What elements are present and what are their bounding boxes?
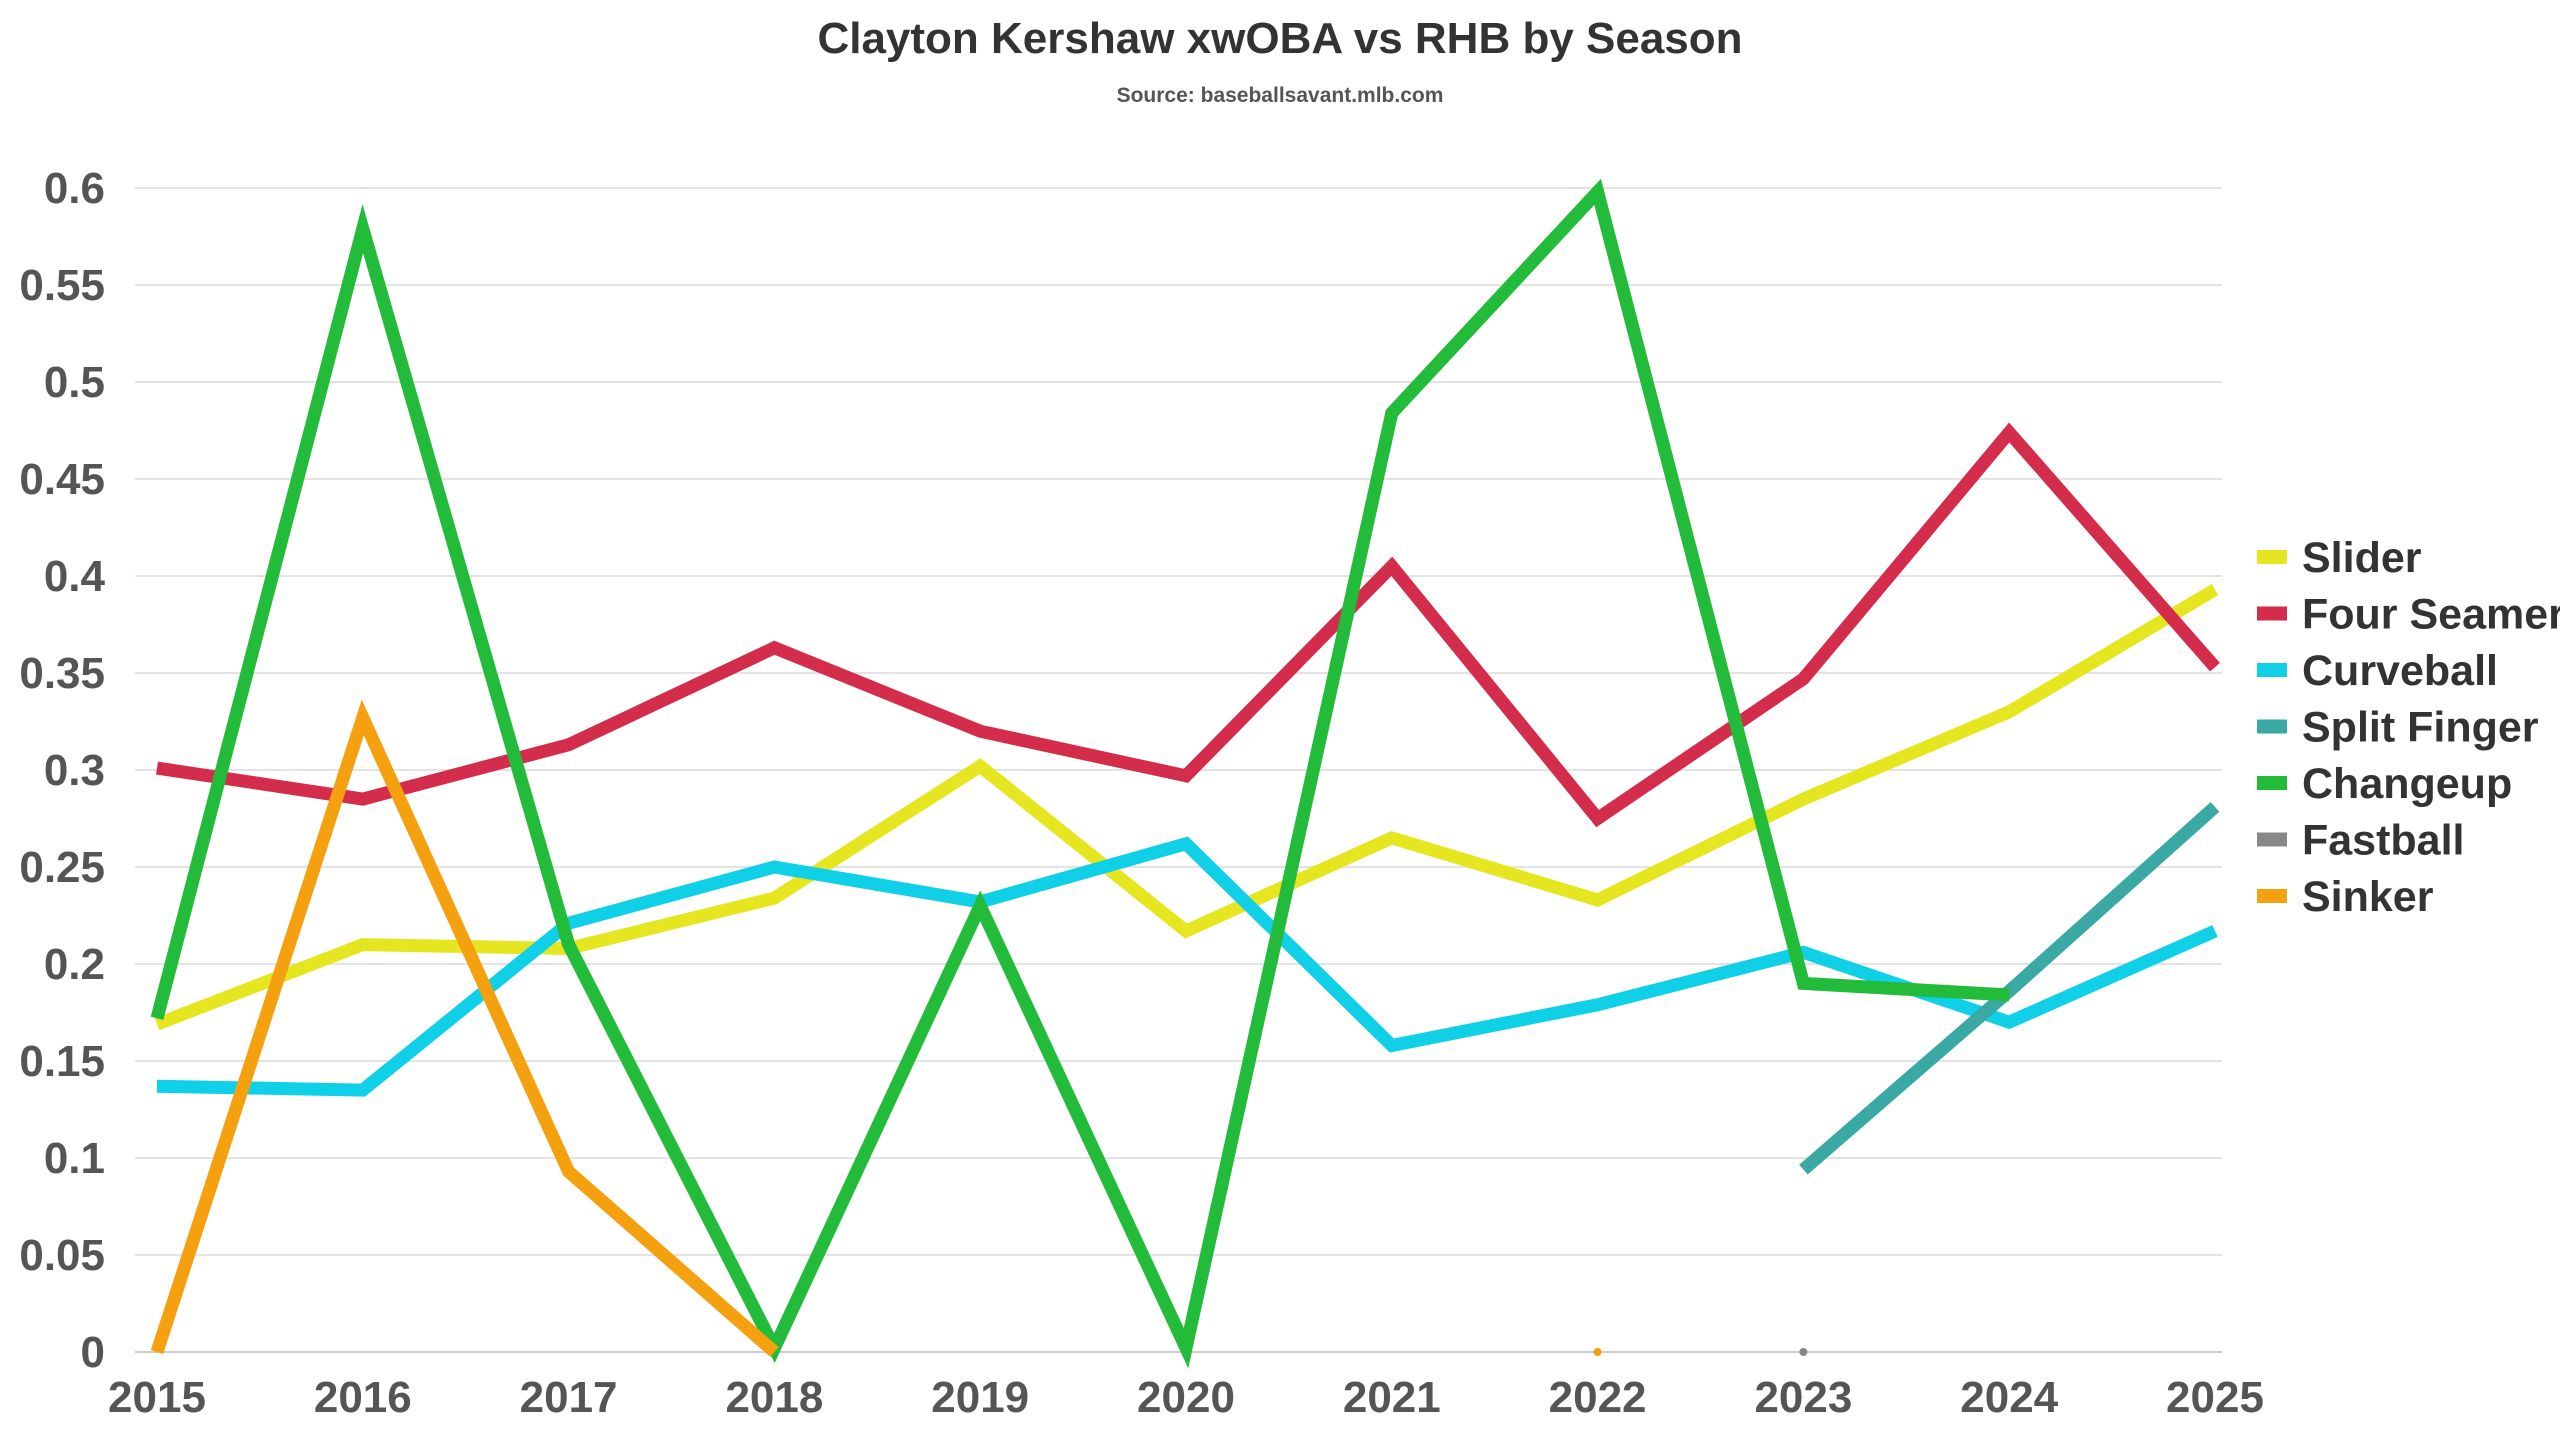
series-curveball [156,836,2218,1097]
legend-label: Sinker [2302,873,2434,921]
legend-label: Changeup [2302,760,2512,808]
x-tick-label: 2019 [931,1373,1029,1422]
series-fastball [1799,1348,1808,1356]
y-tick-label: 0.2 [44,940,105,989]
legend-swatch [2257,776,2287,790]
y-tick-label: 0 [81,1328,105,1377]
series-line [150,178,2010,1369]
series-line [154,583,2219,1031]
y-tick-label: 0.35 [19,649,105,698]
chart-title: Clayton Kershaw xwOBA vs RHB by Season [817,14,1743,63]
series-changeup [150,178,2010,1369]
series-four-seamer [156,422,2220,828]
legend-swatch [2257,550,2287,564]
y-tick-label: 0.25 [19,843,105,892]
legend-swatch [2257,606,2287,621]
series-sinker [150,699,1602,1357]
x-tick-label: 2021 [1343,1373,1441,1422]
legend-label: Fastball [2302,817,2465,865]
y-tick-label: 0.55 [19,261,105,310]
y-tick-label: 0.45 [19,455,105,504]
x-tick-label: 2020 [1137,1373,1235,1422]
series-lines [150,178,2220,1369]
y-tick-label: 0.1 [44,1134,105,1183]
x-tick-label: 2024 [1960,1373,2058,1422]
series-slider [154,583,2219,1031]
legend-label: Four Seamer [2302,591,2560,639]
y-tick-label: 0.5 [44,358,105,407]
legend-swatch [2257,663,2287,677]
y-tick-label: 0.4 [44,552,106,601]
y-tick-label: 0.15 [19,1037,105,1086]
series-line [150,699,779,1357]
legend-swatch [2257,719,2287,734]
y-tick-label: 0.6 [44,164,105,213]
legend-swatch [2257,832,2287,847]
x-tick-label: 2017 [520,1373,618,1422]
x-tick-label: 2023 [1754,1373,1852,1422]
x-tick-label: 2025 [2166,1373,2264,1422]
x-tick-label: 2016 [314,1373,412,1422]
x-tick-label: 2015 [108,1373,206,1422]
series-line [156,836,2218,1097]
y-tick-label: 0.05 [19,1231,105,1280]
legend-label: Split Finger [2302,704,2539,752]
chart-subtitle: Source: baseballsavant.mlb.com [1116,84,1444,107]
legend: Slider Four Seamer Curveball Split Finger Ch… [2257,534,2560,921]
legend-label: Curveball [2302,647,2498,695]
x-tick-label: 2022 [1549,1373,1647,1422]
legend-label: Slider [2302,534,2422,582]
series-line [156,422,2220,828]
axes: 0 0.05 0.1 0.15 0.2 0.25 0.3 0.35 0.4 0.45 0.5 0.55… [19,164,2264,1422]
data-point [1593,1348,1602,1356]
data-point [1799,1348,1808,1356]
x-tick-label: 2018 [725,1373,823,1422]
legend-swatch [2257,889,2287,903]
y-tick-label: 0.3 [44,746,105,795]
